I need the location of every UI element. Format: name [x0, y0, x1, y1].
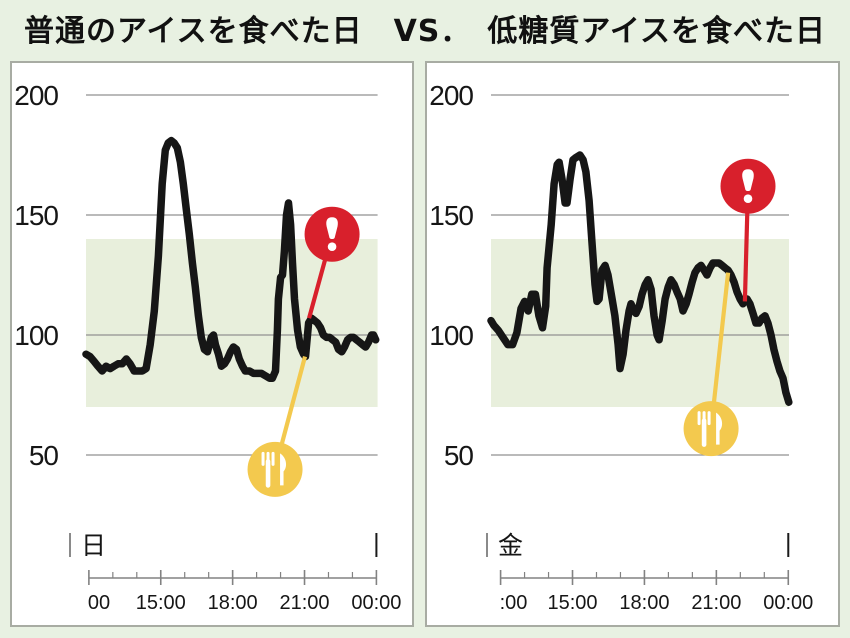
- knife-icon: [716, 412, 723, 445]
- x-axis-tick-label: 21:00: [279, 592, 329, 614]
- y-axis-label: 50: [444, 440, 474, 471]
- day-label: 金: [498, 531, 523, 560]
- y-axis-label: 150: [429, 200, 473, 231]
- day-label: 日: [81, 531, 106, 560]
- y-axis-label: 200: [14, 80, 58, 111]
- y-axis-label: 200: [429, 80, 473, 111]
- target-range-band: [86, 239, 378, 407]
- x-axis-tick-label: 00:00: [763, 592, 813, 614]
- knife-icon: [280, 453, 287, 486]
- x-axis-tick-label: :00: [500, 592, 528, 614]
- exclamation-icon: [327, 242, 337, 251]
- glucose-trace: [82, 136, 380, 382]
- meal-marker[interactable]: [247, 441, 303, 497]
- x-axis-tick-label: 00:00: [351, 592, 401, 614]
- y-axis-label: 100: [14, 320, 58, 351]
- y-axis-label: 50: [29, 440, 59, 471]
- x-axis-tick-label: 15:00: [136, 592, 186, 614]
- meal-marker[interactable]: [683, 401, 739, 457]
- meal-circle: [247, 441, 303, 497]
- x-axis-tick-label: 18:00: [619, 592, 669, 614]
- meal-circle: [683, 401, 739, 457]
- page-title: 普通のアイスを食べた日 VS． 低糖質アイスを食べた日: [23, 14, 827, 49]
- x-axis-tick-label: 21:00: [691, 592, 741, 614]
- exclamation-icon: [326, 217, 338, 239]
- y-axis-label: 150: [14, 200, 58, 231]
- glucose-chart-low-carb-ice-day: 200 150 100 50 :00 15:00 18:00 21:00 00:00 金: [429, 80, 813, 614]
- chart-panel-regular-ice-day: 200 150 100 50 00 15:00 18:00 21:00 00:00 日: [10, 61, 414, 627]
- exclamation-icon: [742, 169, 754, 191]
- x-axis-tick-label: 00: [88, 592, 110, 614]
- x-axis-tick-label: 18:00: [208, 592, 258, 614]
- y-axis-label: 100: [429, 320, 473, 351]
- chart-panel-low-carb-ice-day: 200 150 100 50 :00 15:00 18:00 21:00 00:00 金: [425, 61, 840, 627]
- alert-marker[interactable]: [720, 158, 776, 214]
- alert-marker[interactable]: [304, 206, 360, 262]
- glucose-trace: [487, 151, 793, 406]
- exclamation-icon: [743, 194, 753, 203]
- x-axis-tick-label: 15:00: [547, 592, 597, 614]
- glucose-chart-regular-ice-day: 200 150 100 50 00 15:00 18:00 21:00 00:00 日: [14, 80, 401, 614]
